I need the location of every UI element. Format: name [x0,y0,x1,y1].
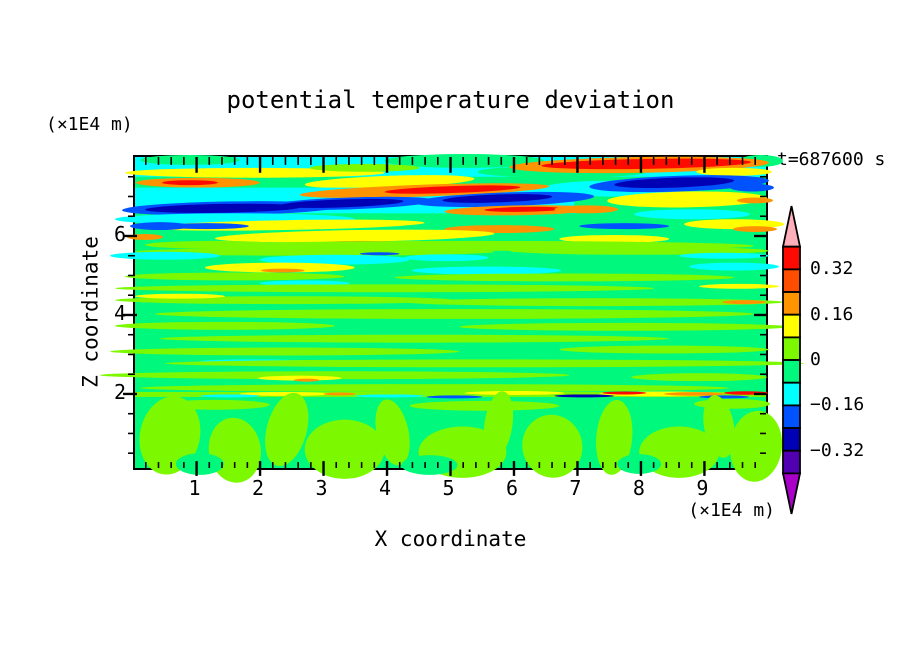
plot-title: potential temperature deviation [133,88,768,112]
figure-container: potential temperature deviation (×1E4 m)… [0,0,904,654]
z-axis-unit-label: (×1E4 m) [46,116,133,134]
colorbar-label: 0 [810,351,821,369]
contour-plot [133,155,768,470]
colorbar-label: −0.32 [810,442,864,460]
x-tick-label: 5 [429,478,469,498]
colorbar-svg [770,195,834,525]
x-axis-title: X coordinate [133,529,768,550]
x-tick-label: 2 [238,478,278,498]
colorbar-label: 0.32 [810,260,853,278]
colorbar: 0.32 0.16 0 −0.16 −0.32 [770,195,904,525]
colorbar-label: 0.16 [810,306,853,324]
time-label: t=687600 s [777,151,885,169]
z-tick-label: 2 [70,382,126,402]
x-tick-label: 1 [175,478,215,498]
x-tick-label: 3 [302,478,342,498]
x-tick-label: 9 [682,478,722,498]
contour-field-svg [135,157,766,468]
z-tick-label: 6 [70,224,126,244]
x-tick-label: 8 [619,478,659,498]
colorbar-label: −0.16 [810,396,864,414]
x-axis-unit-label: (×1E4 m) [595,502,775,520]
x-tick-label: 7 [555,478,595,498]
z-tick-label: 4 [70,303,126,323]
x-tick-label: 6 [492,478,532,498]
x-tick-label: 4 [365,478,405,498]
